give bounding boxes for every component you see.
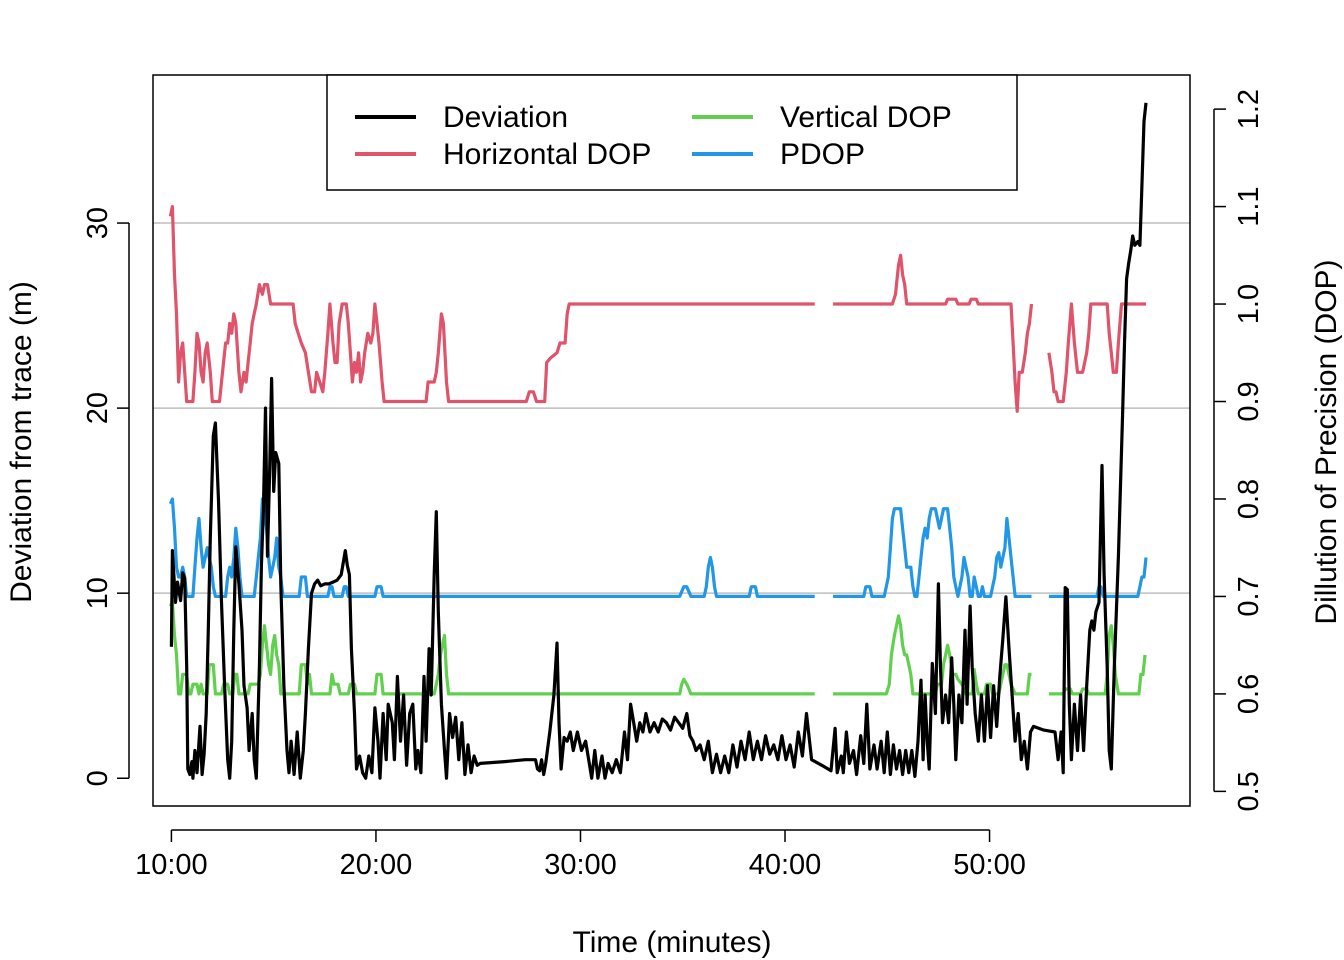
- y-left-tick-label: 10: [82, 577, 114, 609]
- y-right-tick-label: 0.5: [1233, 771, 1265, 811]
- series-line-deviation: [169, 102, 1148, 780]
- y-right-tick-label: 0.6: [1233, 674, 1265, 714]
- x-axis: 10:00 20:00 30:00 40:00 50:00: [135, 829, 1026, 881]
- y-axis-left: 0 10 20 30: [82, 207, 130, 786]
- x-tick-label: 10:00: [135, 849, 208, 881]
- gridlines: [153, 222, 1190, 594]
- series-lines: [168, 102, 1148, 780]
- y-left-tick-label: 0: [82, 770, 114, 786]
- x-tick-label: 20:00: [340, 849, 413, 881]
- y-right-tick-label: 1.1: [1233, 186, 1265, 226]
- y-right-tick-label: 1.2: [1233, 89, 1265, 129]
- y-right-tick-label: 0.8: [1233, 479, 1265, 519]
- x-tick-label: 40:00: [749, 849, 822, 881]
- series-line-horizontal-dop: [168, 205, 815, 404]
- series-line-pdop: [1048, 557, 1148, 598]
- series-line-pdop: [168, 497, 815, 598]
- series-line-horizontal-dop: [833, 253, 1034, 413]
- legend-label-vertical-dop: Vertical DOP: [780, 101, 952, 134]
- x-tick-label: 50:00: [953, 849, 1026, 881]
- legend-box: [326, 74, 1018, 191]
- x-axis-title: Time (minutes): [573, 926, 772, 959]
- legend-label-deviation: Deviation: [443, 101, 568, 134]
- y-axis-right: 0.5 0.6 0.7 0.8 0.9 1.0 1.1 1.2: [1213, 89, 1265, 812]
- y-axis-left-title: Deviation from trace (m): [5, 281, 38, 603]
- y-left-tick-label: 20: [82, 392, 114, 424]
- series-line-vertical-dop: [833, 614, 1032, 696]
- x-tick-label: 30:00: [544, 849, 617, 881]
- series-line-vertical-dop: [168, 599, 815, 696]
- legend-label-pdop: PDOP: [780, 138, 865, 171]
- y-left-tick-label: 30: [82, 207, 114, 239]
- y-right-tick-label: 1.0: [1233, 284, 1265, 324]
- series-line-horizontal-dop: [1047, 302, 1146, 404]
- legend-label-horizontal-dop: Horizontal DOP: [443, 138, 651, 171]
- series-line-pdop: [833, 507, 1032, 598]
- y-right-tick-label: 0.9: [1233, 381, 1265, 421]
- y-axis-right-title: Dillution of Precision (DOP): [1310, 259, 1343, 624]
- legend: Deviation Horizontal DOP Vertical DOP PD…: [326, 74, 1018, 191]
- y-right-tick-label: 0.7: [1233, 576, 1265, 616]
